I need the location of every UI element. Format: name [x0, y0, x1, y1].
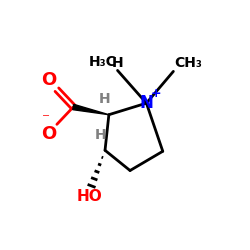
Text: O: O [41, 125, 56, 143]
Text: +: + [151, 88, 162, 101]
Text: O: O [41, 71, 56, 89]
Text: CH₃: CH₃ [174, 56, 202, 70]
Text: H: H [98, 92, 110, 106]
Text: HO: HO [77, 189, 102, 204]
Text: ⁻: ⁻ [42, 112, 50, 126]
Text: H: H [94, 128, 106, 142]
Text: H₃C: H₃C [89, 56, 117, 70]
Polygon shape [73, 104, 109, 115]
Text: N: N [140, 94, 153, 112]
Text: H: H [112, 56, 123, 70]
